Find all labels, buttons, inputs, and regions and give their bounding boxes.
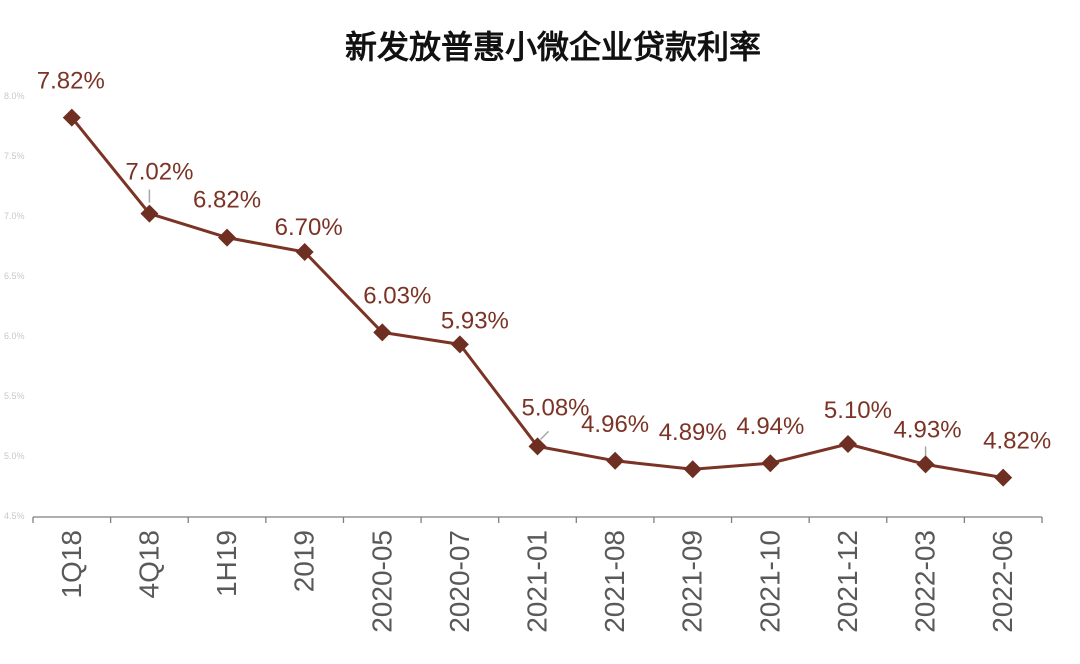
data-label: 7.82% [37, 68, 105, 95]
x-axis: 1Q18 4Q18 1H19 2019 2020-05 2020-07 2021-01 202… [32, 516, 1043, 633]
label-leader-lines [148, 189, 927, 457]
y-tick-label: 7.5% [4, 151, 25, 161]
data-point-marker [916, 455, 935, 474]
data-label: 4.82% [983, 428, 1051, 455]
y-tick-label: 6.5% [4, 271, 25, 281]
x-tick-label: 2021-09 [677, 530, 708, 633]
x-tick-label: 2021-10 [754, 530, 785, 633]
y-tick-label: 6.0% [4, 331, 25, 341]
data-labels: 7.82% 7.02%6.82% 6.70% 6.03% 5.93% 5.08%4.96%… [37, 68, 1051, 455]
data-point-marker [62, 108, 81, 127]
data-point-marker [373, 323, 392, 342]
x-tick-label: 2022-06 [987, 530, 1018, 633]
y-tick-label: 5.0% [4, 451, 25, 461]
data-label: 6.03% [363, 282, 431, 309]
data-point-marker [450, 335, 469, 354]
x-tick-label: 2020-07 [444, 530, 475, 633]
data-label: 4.94% [736, 413, 804, 440]
data-point-marker [683, 460, 702, 479]
chart-title: 新发放普惠小微企业贷款利率 [345, 28, 761, 66]
leader-line [539, 430, 550, 440]
x-tick-label: 2022-03 [910, 530, 941, 633]
x-tick-label: 2021-12 [832, 530, 863, 633]
data-point-marker [606, 451, 625, 470]
x-tick-label: 2021-01 [522, 530, 553, 633]
x-tick-label: 2021-08 [599, 530, 630, 633]
data-point-marker [528, 437, 547, 456]
data-point-marker [838, 435, 857, 453]
data-label: 5.08% [521, 394, 589, 421]
data-label: 6.82% [193, 187, 261, 214]
data-point-marker [140, 204, 159, 223]
x-tick-label: 4Q18 [133, 530, 164, 599]
data-point-marker [295, 243, 314, 261]
y-axis-ticks: 4.5% 5.0% 5.5% 6.0% 6.5% 7.0% 7.5% 8.0% [4, 91, 25, 521]
x-tick-label: 2020-05 [366, 530, 397, 633]
data-point-marker [218, 228, 237, 247]
data-label: 5.10% [824, 397, 892, 424]
data-point-marker [761, 454, 780, 473]
data-label: 4.93% [894, 416, 962, 443]
data-label: 6.70% [275, 214, 343, 241]
data-label: 5.93% [441, 307, 509, 334]
x-tick-label: 2019 [289, 530, 320, 592]
data-label: 4.89% [659, 419, 727, 446]
data-point-marker [994, 468, 1013, 487]
x-tick-label: 1H19 [211, 530, 242, 597]
x-tick-label: 1Q18 [56, 530, 87, 599]
y-tick-label: 7.0% [4, 211, 25, 221]
y-tick-label: 8.0% [4, 91, 25, 101]
data-label: 4.96% [581, 411, 649, 438]
series-markers [62, 108, 1013, 487]
data-label: 7.02% [125, 159, 193, 186]
y-tick-label: 5.5% [4, 391, 25, 401]
y-tick-label: 4.5% [4, 511, 25, 521]
